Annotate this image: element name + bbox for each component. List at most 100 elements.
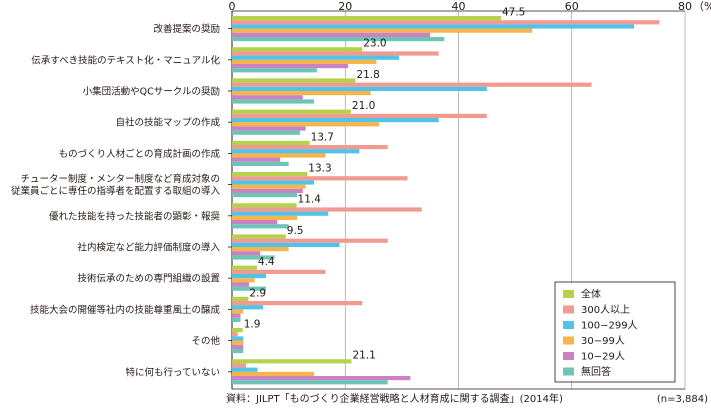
bar — [232, 203, 297, 208]
bar — [232, 349, 244, 354]
bar — [232, 380, 388, 385]
category-label: その他 — [191, 335, 220, 347]
x-tick-label: 80 — [678, 0, 692, 13]
category-label: 優れた技能を持った技能者の顕彰・報奨 — [49, 210, 221, 222]
data-label: 11.4 — [298, 194, 322, 206]
bar — [232, 161, 289, 166]
bar — [232, 363, 247, 368]
x-tick-label: 20 — [338, 0, 352, 13]
category-label: ものづくり人材ごとの育成計画の作成 — [59, 148, 221, 160]
bar — [232, 95, 303, 100]
legend-label: 10−29人 — [581, 351, 625, 363]
legend-swatch — [563, 305, 574, 314]
data-label: 4.4 — [258, 256, 275, 268]
bar — [232, 68, 317, 73]
data-label: 13.7 — [311, 131, 334, 143]
legend-swatch — [563, 336, 574, 345]
bar — [232, 278, 255, 283]
bar — [232, 64, 349, 69]
bar — [232, 32, 431, 37]
bar — [232, 118, 439, 123]
data-label: 21.0 — [352, 100, 375, 112]
bar — [232, 340, 244, 345]
bar — [232, 126, 306, 131]
data-label: 21.8 — [356, 69, 379, 81]
bar — [232, 78, 356, 83]
bar — [232, 140, 310, 145]
x-tick-label: 0 — [229, 0, 236, 13]
bar — [232, 157, 281, 162]
bar — [232, 20, 660, 25]
bar — [232, 109, 351, 114]
bar — [232, 309, 244, 314]
data-label: 1.9 — [244, 319, 261, 331]
bar — [232, 145, 388, 150]
bar — [232, 130, 300, 135]
bar — [232, 317, 241, 322]
legend-label: 300人以上 — [581, 304, 630, 316]
bar — [232, 286, 266, 291]
category-label: 改善提案の奨励 — [153, 23, 220, 35]
data-label: 2.9 — [249, 287, 266, 299]
bar — [232, 51, 439, 56]
category-label: 小集団活動やQCサークルの奨励 — [83, 86, 220, 98]
bar — [232, 251, 261, 256]
bar — [232, 82, 592, 87]
bar — [232, 16, 501, 21]
data-label: 47.5 — [502, 7, 525, 19]
bar — [232, 59, 377, 64]
bar — [232, 313, 241, 318]
bar — [232, 188, 303, 193]
category-label: 伝承すべき技能のテキスト化・マニュアル化 — [31, 54, 220, 66]
bar — [232, 282, 249, 287]
bar — [232, 274, 266, 279]
bar — [232, 37, 445, 42]
bar — [232, 153, 326, 158]
bar — [232, 269, 326, 274]
legend-swatch — [563, 367, 574, 376]
legend-label: 100−299人 — [581, 320, 638, 332]
bar — [232, 47, 363, 52]
sample-size: (n=3,884) — [657, 394, 708, 405]
bar — [232, 296, 249, 301]
bar — [232, 305, 264, 310]
legend-swatch — [563, 321, 574, 329]
category-label: 特に何も行っていない — [125, 366, 220, 378]
bar — [232, 99, 315, 104]
bar — [232, 91, 371, 96]
bar — [232, 238, 388, 243]
data-label: 9.5 — [287, 225, 304, 237]
bar — [232, 359, 352, 364]
category-label: 社内検定など能力評価制度の導入 — [77, 242, 220, 254]
bar — [232, 184, 306, 189]
category-label: チューター制度・メンター制度など育成対象の — [20, 173, 220, 185]
category-label: 技能大会の開催等社内の技能尊重風土の醸成 — [30, 304, 221, 316]
bar — [232, 367, 258, 372]
bar — [232, 376, 411, 381]
bar — [232, 207, 422, 212]
legend-label: 無回答 — [581, 365, 611, 378]
bar — [232, 265, 257, 270]
bar — [232, 344, 244, 349]
bar — [232, 211, 329, 216]
data-label: 23.0 — [363, 38, 386, 50]
data-label: 13.3 — [308, 163, 331, 175]
bar — [232, 55, 400, 60]
bar — [232, 215, 298, 220]
bar — [232, 86, 487, 91]
bar — [232, 336, 244, 341]
legend-swatch — [563, 352, 574, 360]
category-label: 自社の技能マップの作成 — [115, 117, 220, 129]
x-tick-label: 40 — [452, 0, 466, 13]
bar — [232, 242, 340, 247]
category-label: 技術伝承のための専門組織の設置 — [77, 273, 220, 285]
bar — [232, 224, 289, 229]
bar — [232, 172, 308, 177]
bar — [232, 180, 315, 185]
bar — [232, 113, 487, 118]
data-label: 21.1 — [352, 350, 375, 362]
legend-label: 30−99人 — [581, 335, 625, 347]
legend — [554, 281, 676, 383]
legend-label: 全体 — [581, 288, 601, 301]
